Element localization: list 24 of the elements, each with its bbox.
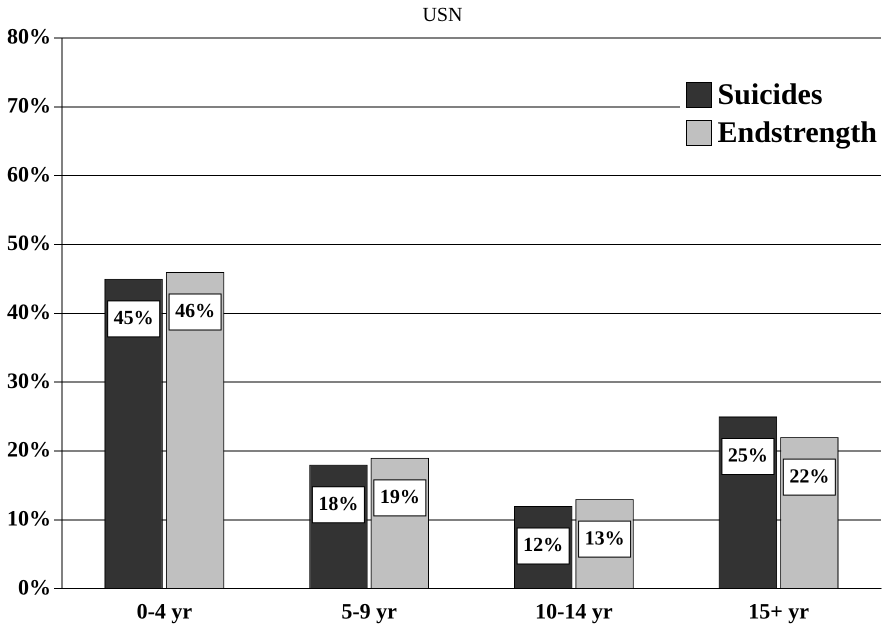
- legend-label: Endstrength: [718, 116, 877, 150]
- data-label: 25%: [728, 444, 768, 467]
- y-tick-label: 60%: [7, 161, 51, 186]
- y-tick-label: 30%: [7, 368, 51, 393]
- data-label: 12%: [523, 534, 564, 556]
- data-label: 46%: [175, 300, 216, 322]
- y-tick-label: 50%: [7, 230, 51, 256]
- x-tick-label: 10-14 yr: [535, 598, 613, 624]
- y-tick-label: 80%: [7, 24, 51, 49]
- y-tick-label: 0%: [18, 574, 51, 600]
- y-tick-label: 20%: [7, 436, 51, 462]
- data-label: 18%: [318, 492, 358, 515]
- x-tick-label: 0-4 yr: [136, 598, 192, 624]
- legend-label: Suicides: [718, 78, 823, 112]
- data-label: 19%: [380, 486, 420, 508]
- data-label: 13%: [584, 527, 625, 550]
- chart-title: USN: [422, 4, 462, 26]
- x-tick-label: 5-9 yr: [341, 598, 398, 624]
- y-tick-label: 10%: [7, 505, 51, 530]
- x-tick-label: 15+ yr: [748, 598, 810, 624]
- y-tick-label: 40%: [7, 298, 51, 324]
- data-label: 22%: [789, 465, 830, 488]
- y-tick-label: 70%: [7, 92, 51, 118]
- data-label: 45%: [114, 307, 154, 330]
